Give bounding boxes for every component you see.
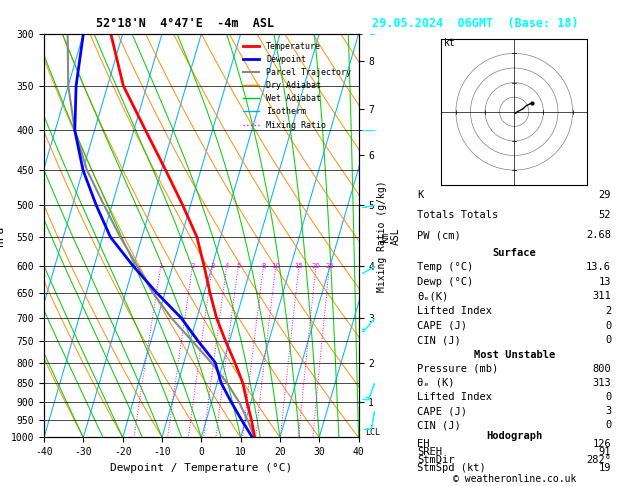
Text: EH: EH (417, 439, 430, 449)
Text: 0: 0 (605, 420, 611, 431)
Text: CAPE (J): CAPE (J) (417, 321, 467, 330)
Text: Most Unstable: Most Unstable (474, 349, 555, 360)
Text: 3: 3 (605, 406, 611, 417)
Text: 8: 8 (261, 263, 265, 269)
Text: 25: 25 (325, 263, 334, 269)
Text: θₑ(K): θₑ(K) (417, 292, 448, 301)
Text: © weatheronline.co.uk: © weatheronline.co.uk (453, 473, 576, 484)
Text: 4: 4 (225, 263, 229, 269)
Text: 10: 10 (271, 263, 281, 269)
Text: 52°18'N  4°47'E  -4m  ASL: 52°18'N 4°47'E -4m ASL (96, 17, 275, 30)
Text: 1: 1 (159, 263, 163, 269)
Text: Lifted Index: Lifted Index (417, 306, 493, 316)
Text: StmSpd (kt): StmSpd (kt) (417, 463, 486, 472)
Text: 52: 52 (599, 210, 611, 220)
Text: 0: 0 (605, 321, 611, 330)
Text: CIN (J): CIN (J) (417, 335, 461, 345)
Text: Dewp (°C): Dewp (°C) (417, 277, 474, 287)
Text: 2: 2 (605, 306, 611, 316)
Text: Pressure (mb): Pressure (mb) (417, 364, 499, 374)
Text: 91: 91 (599, 447, 611, 457)
Text: Hodograph: Hodograph (486, 432, 542, 441)
Text: 282°: 282° (586, 455, 611, 465)
Text: 126: 126 (593, 439, 611, 449)
Text: 2.68: 2.68 (586, 230, 611, 240)
Text: 5: 5 (236, 263, 240, 269)
Legend: Temperature, Dewpoint, Parcel Trajectory, Dry Adiabat, Wet Adiabat, Isotherm, Mi: Temperature, Dewpoint, Parcel Trajectory… (240, 38, 354, 133)
Text: SREH: SREH (417, 447, 442, 457)
Text: 3: 3 (210, 263, 214, 269)
Text: 15: 15 (294, 263, 303, 269)
Text: StmDir: StmDir (417, 455, 455, 465)
Text: 29.05.2024  06GMT  (Base: 18): 29.05.2024 06GMT (Base: 18) (372, 17, 578, 30)
Text: 19: 19 (599, 463, 611, 472)
Y-axis label: km
ASL: km ASL (380, 227, 401, 244)
Text: Surface: Surface (493, 248, 536, 258)
Text: 800: 800 (593, 364, 611, 374)
Text: 13.6: 13.6 (586, 262, 611, 272)
Text: Totals Totals: Totals Totals (417, 210, 499, 220)
Text: 29: 29 (599, 190, 611, 200)
Text: 313: 313 (593, 378, 611, 388)
Text: 0: 0 (605, 335, 611, 345)
Text: Lifted Index: Lifted Index (417, 392, 493, 402)
Text: 311: 311 (593, 292, 611, 301)
Text: 0: 0 (605, 392, 611, 402)
Text: 2: 2 (191, 263, 195, 269)
Text: CIN (J): CIN (J) (417, 420, 461, 431)
Text: K: K (417, 190, 423, 200)
Text: θₑ (K): θₑ (K) (417, 378, 455, 388)
Text: 13: 13 (599, 277, 611, 287)
X-axis label: Dewpoint / Temperature (°C): Dewpoint / Temperature (°C) (110, 463, 292, 473)
Text: kt: kt (444, 38, 456, 48)
Text: 20: 20 (311, 263, 320, 269)
Text: PW (cm): PW (cm) (417, 230, 461, 240)
Y-axis label: hPa: hPa (0, 226, 5, 246)
Text: Mixing Ratio (g/kg): Mixing Ratio (g/kg) (377, 180, 387, 292)
Text: CAPE (J): CAPE (J) (417, 406, 467, 417)
Text: Temp (°C): Temp (°C) (417, 262, 474, 272)
Text: LCL: LCL (365, 428, 380, 437)
